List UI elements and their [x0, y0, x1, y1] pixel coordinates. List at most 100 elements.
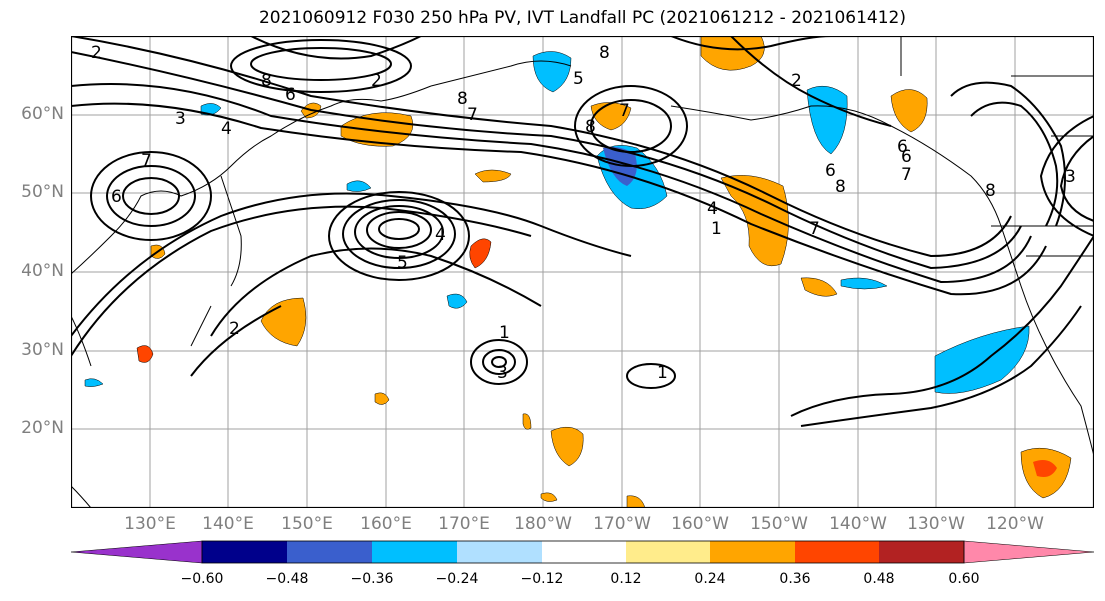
colorbar-tick-label: −0.36	[350, 571, 394, 587]
lon-label: 150°W	[750, 514, 808, 534]
shade-patch-blue	[840, 277, 888, 290]
shade-patch-blue	[934, 325, 1030, 394]
contour-label: 2	[791, 71, 802, 91]
colorbar-segment	[879, 541, 964, 563]
contour-label: 4	[221, 119, 232, 139]
colorbar-tick-label: −0.24	[435, 571, 479, 587]
shade-patch-orange	[890, 89, 928, 133]
colorbar-tick-label: −0.48	[265, 571, 309, 587]
colorbar-segment	[202, 541, 287, 563]
colorbar-segment	[542, 541, 626, 563]
shade-patch-orange	[469, 238, 492, 269]
shade-patch-blue	[346, 180, 372, 192]
lon-label: 130°W	[907, 514, 965, 534]
colorbar-tick-label: 0.60	[948, 571, 980, 587]
shade-patch-orange	[474, 169, 512, 183]
contour-label: 8	[585, 117, 596, 137]
contour-label: 8	[835, 177, 846, 197]
contour-label: 2	[91, 43, 102, 63]
contour-label: 7	[809, 219, 820, 239]
colorbar-extend-high	[963, 540, 1095, 564]
shade-patch-blue	[806, 85, 848, 155]
shade-patch-orange	[800, 277, 838, 297]
contour-label: 2	[229, 319, 240, 339]
lon-label: 170°W	[593, 514, 651, 534]
contour-label: 4	[707, 199, 718, 219]
lon-label: 130°E	[124, 514, 176, 534]
shade-patch-orange	[1033, 460, 1057, 477]
pv-contour-labels: 2 8 6 4 3 7 2 8 8 7 5 8 2 6 6 8 4 5 7 6 …	[91, 43, 1076, 383]
lon-label: 160°E	[360, 514, 412, 534]
contour-label: 5	[573, 69, 584, 89]
shade-patch-orange	[626, 495, 646, 508]
contour-label: 8	[599, 43, 610, 63]
shade-patch-orange	[340, 112, 414, 147]
lat-label: 60°N	[21, 104, 64, 124]
contour-label: 4	[435, 225, 446, 245]
lat-label: 20°N	[21, 418, 64, 438]
colorbar-tick-label: −0.12	[520, 571, 564, 587]
contour-label: 8	[261, 71, 272, 91]
lon-label: 160°W	[671, 514, 729, 534]
colorbar-tick-label: 0.12	[610, 571, 642, 587]
colorbar-segment	[710, 541, 795, 563]
lon-label: 180°W	[514, 514, 572, 534]
lat-label: 30°N	[21, 340, 64, 360]
shade-patch-blue	[84, 378, 104, 387]
colorbar-svg	[70, 540, 1095, 564]
lat-label: 40°N	[21, 261, 64, 281]
contour-label: 6	[897, 137, 908, 157]
shade-patch-orange	[374, 392, 390, 405]
colorbar-segment	[287, 541, 372, 563]
colorbar-extend-low	[70, 540, 203, 564]
colorbar-segment	[457, 541, 542, 563]
lon-label: 150°E	[281, 514, 333, 534]
shade-patch-orange	[540, 492, 558, 502]
shade-patch-blue	[532, 51, 572, 93]
contour-label: 1	[499, 323, 510, 343]
contour-label: 6	[825, 161, 836, 181]
lon-label: 170°E	[438, 514, 490, 534]
contour-label: 6	[901, 147, 912, 167]
map-title: 2021060912 F030 250 hPa PV, IVT Landfall…	[258, 8, 906, 28]
colorbar-segment	[626, 541, 710, 563]
colorbar-tick-label: 0.36	[779, 571, 811, 587]
shade-patch-orange	[136, 345, 154, 363]
colorbar-segment	[795, 541, 879, 563]
colorbar-tick-label: 0.48	[863, 571, 895, 587]
lon-label: 120°W	[986, 514, 1044, 534]
coastlines	[71, 36, 1094, 508]
shade-patch-orange	[522, 413, 532, 430]
contour-label: 1	[657, 363, 668, 383]
contour-label: 6	[111, 187, 122, 207]
contour-label: 7	[467, 105, 478, 125]
shade-patch-blue	[446, 293, 468, 309]
contour-label: 5	[397, 253, 408, 273]
contour-label: 3	[497, 363, 508, 383]
colorbar-tick-label: −0.60	[180, 571, 224, 587]
contour-label: 8	[985, 181, 996, 201]
map-panel: 2 8 6 4 3 7 2 8 8 7 5 8 2 6 6 8 4 5 7 6 …	[71, 36, 1094, 508]
map-frame	[71, 36, 1094, 508]
colorbar-tick-label: 0.24	[694, 571, 726, 587]
contour-label: 7	[901, 165, 912, 185]
lon-label: 140°W	[829, 514, 887, 534]
contour-label: 2	[371, 71, 382, 91]
contour-label: 8	[457, 89, 468, 109]
contour-label: 3	[1065, 167, 1076, 187]
colorbar-segment	[372, 541, 457, 563]
shade-patch-blue	[200, 103, 222, 116]
pv-closed-contours	[90, 39, 688, 389]
contour-label: 7	[141, 151, 152, 171]
shade-patch-orange	[260, 297, 307, 347]
contour-label: 7	[619, 101, 630, 121]
colorbar	[70, 540, 1095, 564]
lon-label: 140°E	[202, 514, 254, 534]
shade-patch-orange	[720, 175, 789, 267]
contour-label: 3	[175, 109, 186, 129]
map-canvas: 2 8 6 4 3 7 2 8 8 7 5 8 2 6 6 8 4 5 7 6 …	[71, 36, 1094, 508]
shade-patch-orange	[550, 426, 584, 467]
pv-contours	[71, 36, 1094, 427]
lat-label: 50°N	[21, 182, 64, 202]
shade-patch-orange	[700, 36, 765, 71]
